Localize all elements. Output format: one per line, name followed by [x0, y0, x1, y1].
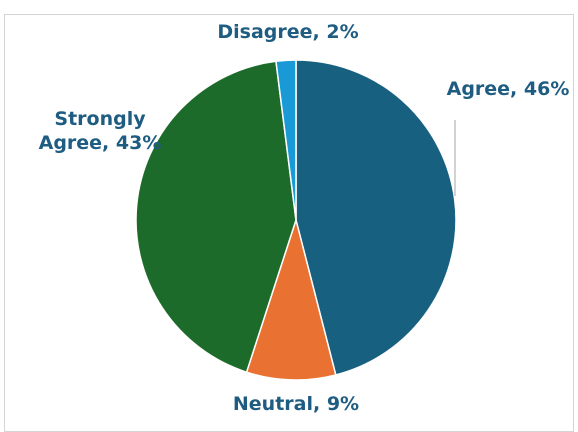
pie-slice-neutral: [245, 217, 337, 381]
data-label-neutral: Neutral, 9%: [233, 393, 359, 415]
data-label-line: Agree, 46%: [447, 78, 570, 100]
data-label-line: Disagree, 2%: [217, 21, 358, 43]
data-label-agree: Agree, 46%: [447, 78, 570, 100]
pie-slice-agree: [295, 59, 457, 376]
data-label-strongly-agree: Strongly Agree, 43%: [39, 108, 162, 154]
pie-slice-strongly-agree: [135, 60, 297, 374]
data-label-disagree: Disagree, 2%: [217, 21, 358, 43]
pie-slice-disagree: [275, 59, 297, 221]
data-label-line: Agree, 43%: [39, 132, 162, 154]
data-label-line: Neutral, 9%: [233, 393, 359, 415]
data-label-line: Strongly: [54, 108, 146, 130]
